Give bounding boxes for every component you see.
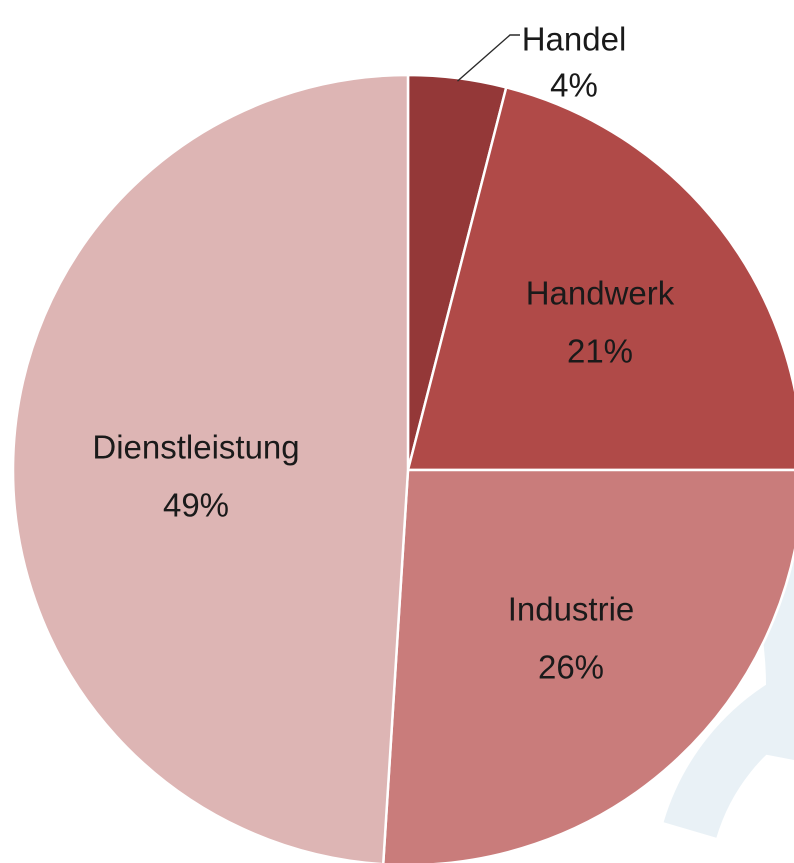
slice-label-handel: Handel [522,21,627,58]
pie-slices [11,73,794,863]
slice-value-dienstleistung: 49% [163,487,229,524]
pie-slice-handwerk [406,86,794,472]
slice-label-handwerk: Handwerk [526,275,675,312]
slice-value-industrie: 26% [538,649,604,686]
pie-labels: Handel 4% Handwerk 21% Industrie 26% Dienstlei… [92,21,674,686]
slice-label-industrie: Industrie [508,591,635,628]
slice-value-handel: 4% [550,67,598,104]
pie-slice-dienstleistung [11,73,410,863]
leader-line-handel [457,34,520,82]
slice-value-handwerk: 21% [567,333,633,370]
slice-label-dienstleistung: Dienstleistung [92,429,299,466]
